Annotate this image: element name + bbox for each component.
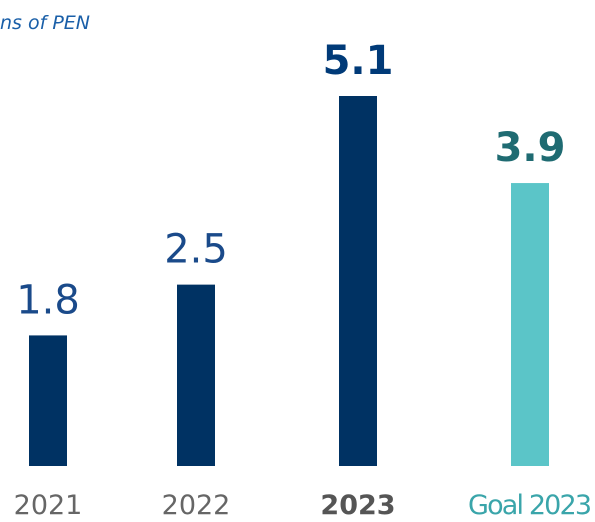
bar	[177, 284, 215, 466]
value-label: 5.1	[323, 38, 394, 84]
value-label: 2.5	[164, 227, 228, 273]
x-tick-label: 2023	[320, 490, 395, 521]
value-label: 3.9	[495, 125, 566, 171]
value-label: 1.8	[16, 277, 80, 323]
bar	[29, 335, 67, 466]
chart-title: ns of PEN	[0, 12, 90, 34]
bar	[511, 183, 549, 466]
x-tick-label: 2022	[162, 490, 231, 521]
bar	[339, 96, 377, 466]
x-tick-label: 2021	[14, 490, 83, 521]
x-tick-label: Goal 2023	[468, 490, 592, 521]
